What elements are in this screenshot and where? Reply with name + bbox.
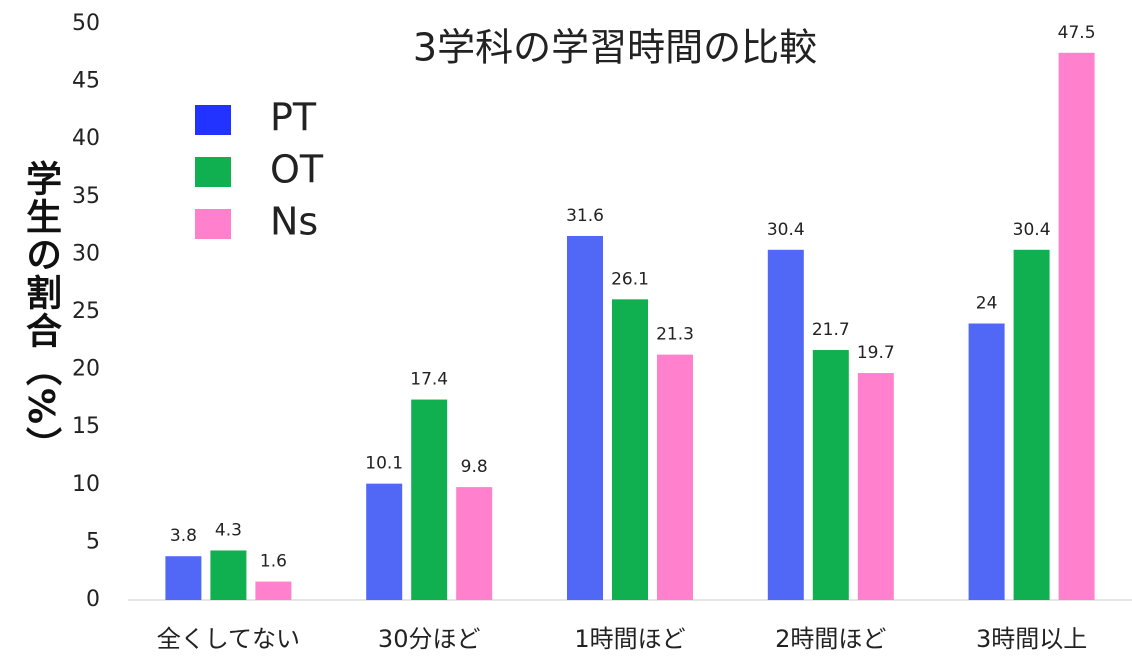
data-label: 1.6	[260, 552, 287, 572]
bar	[1013, 249, 1050, 601]
y-tick-label: 20	[72, 357, 100, 382]
bar	[767, 249, 804, 601]
x-tick-label: 2時間ほど	[775, 625, 886, 653]
data-label: 30.4	[767, 220, 805, 240]
y-tick-label: 10	[72, 472, 100, 497]
data-label: 26.1	[611, 269, 649, 289]
bar	[1058, 52, 1095, 601]
data-label: 3.8	[170, 526, 197, 546]
x-tick-label: 1時間ほど	[574, 625, 685, 653]
legend-label: Ns	[270, 200, 318, 244]
bar	[968, 323, 1005, 600]
data-label: 10.1	[365, 454, 403, 474]
legend-swatch	[195, 105, 231, 135]
y-tick-label: 45	[72, 69, 100, 94]
y-tick-label: 25	[72, 299, 100, 324]
legend-swatch	[195, 157, 231, 187]
data-label: 19.7	[857, 343, 895, 363]
data-label: 31.6	[566, 206, 604, 226]
y-tick-label: 0	[86, 587, 100, 612]
y-axis-label: 学生の割合（%）	[20, 160, 61, 465]
data-label: 21.7	[812, 320, 850, 340]
data-label: 24	[976, 294, 998, 314]
bar	[255, 581, 292, 600]
data-label: 17.4	[410, 370, 448, 390]
bar	[210, 550, 247, 600]
bar	[857, 373, 894, 600]
bar	[411, 399, 448, 600]
y-tick-label: 15	[72, 414, 100, 439]
y-tick-label: 50	[72, 11, 100, 36]
bar	[366, 483, 403, 600]
legend-label: PT	[270, 96, 317, 140]
y-tick-label: 5	[86, 529, 100, 554]
bar	[456, 487, 493, 600]
data-label: 9.8	[461, 457, 488, 477]
y-tick-label: 35	[72, 184, 100, 209]
data-label: 30.4	[1013, 220, 1051, 240]
y-tick-label: 40	[72, 126, 100, 151]
x-tick-label: 3時間以上	[976, 625, 1087, 653]
chart-title: 3学科の学習時間の比較	[413, 26, 817, 70]
data-label: 4.3	[215, 520, 242, 540]
x-tick-label: 全くしてない	[157, 625, 300, 653]
data-label: 21.3	[656, 325, 694, 345]
bar	[612, 299, 648, 600]
data-label: 47.5	[1058, 23, 1096, 43]
legend-swatch	[195, 209, 231, 239]
bar	[165, 556, 202, 600]
y-tick-label: 30	[72, 241, 100, 266]
bar	[657, 354, 693, 600]
legend-label: OT	[270, 148, 324, 192]
x-tick-label: 30分ほど	[378, 625, 481, 653]
bar	[567, 235, 603, 600]
bar	[812, 350, 849, 600]
